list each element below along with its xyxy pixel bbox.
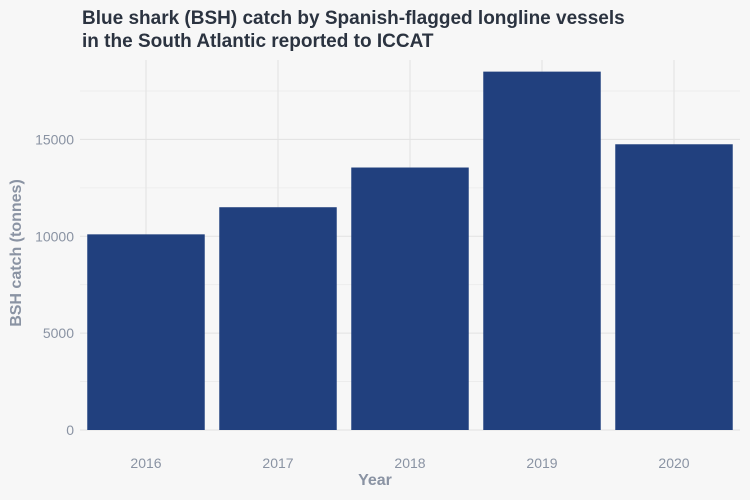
y-tick-label: 15000 bbox=[35, 131, 74, 147]
x-tick-label: 2019 bbox=[526, 455, 557, 471]
bar bbox=[351, 167, 469, 430]
y-tick-label: 5000 bbox=[43, 325, 74, 341]
bar bbox=[219, 207, 337, 430]
chart-title-line-2: in the South Atlantic reported to ICCAT bbox=[82, 31, 434, 52]
y-axis-title: BSH catch (tonnes) bbox=[8, 179, 25, 327]
x-tick-label: 2016 bbox=[130, 455, 161, 471]
x-axis-title: Year bbox=[358, 472, 392, 489]
x-tick-label: 2020 bbox=[658, 455, 689, 471]
bar bbox=[483, 71, 601, 430]
y-tick-label: 0 bbox=[66, 422, 74, 438]
x-tick-label: 2018 bbox=[394, 455, 425, 471]
bar bbox=[615, 144, 733, 430]
chart-title: Blue shark (BSH) catch by Spanish-flagge… bbox=[82, 7, 722, 53]
bar bbox=[87, 234, 205, 430]
chart-title-line-1: Blue shark (BSH) catch by Spanish-flagge… bbox=[82, 8, 625, 29]
y-tick-label: 10000 bbox=[35, 228, 74, 244]
x-tick-label: 2017 bbox=[262, 455, 293, 471]
